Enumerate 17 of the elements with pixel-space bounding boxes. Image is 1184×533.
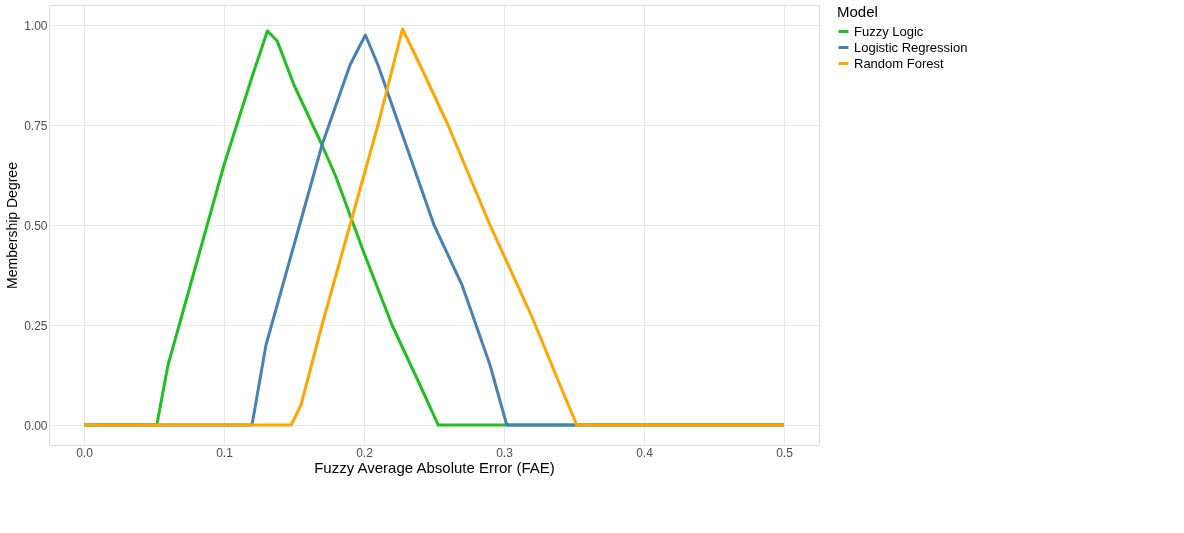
x-tick-label: 0.1	[216, 445, 234, 460]
y-tick-label: 0.00	[24, 418, 48, 433]
y-tick-label: 0.25	[24, 318, 48, 333]
x-tick-label: 0.2	[356, 445, 374, 460]
legend-label: Logistic Regression	[854, 39, 968, 55]
x-tick-label: 0.0	[76, 445, 94, 460]
y-axis-title: Membership Degree	[4, 161, 21, 289]
x-tick-label: 0.3	[496, 445, 514, 460]
y-tick-label: 0.50	[24, 218, 48, 233]
legend-label: Random Forest	[854, 55, 944, 71]
legend-label: Fuzzy Logic	[854, 23, 924, 39]
y-tick-label: 1.00	[24, 18, 48, 33]
x-tick-label: 0.4	[636, 445, 654, 460]
x-axis-title: Fuzzy Average Absolute Error (FAE)	[314, 458, 555, 476]
x-tick-label: 0.5	[776, 445, 794, 460]
legend-title: Model	[837, 3, 878, 20]
y-tick-label: 0.75	[24, 118, 48, 133]
